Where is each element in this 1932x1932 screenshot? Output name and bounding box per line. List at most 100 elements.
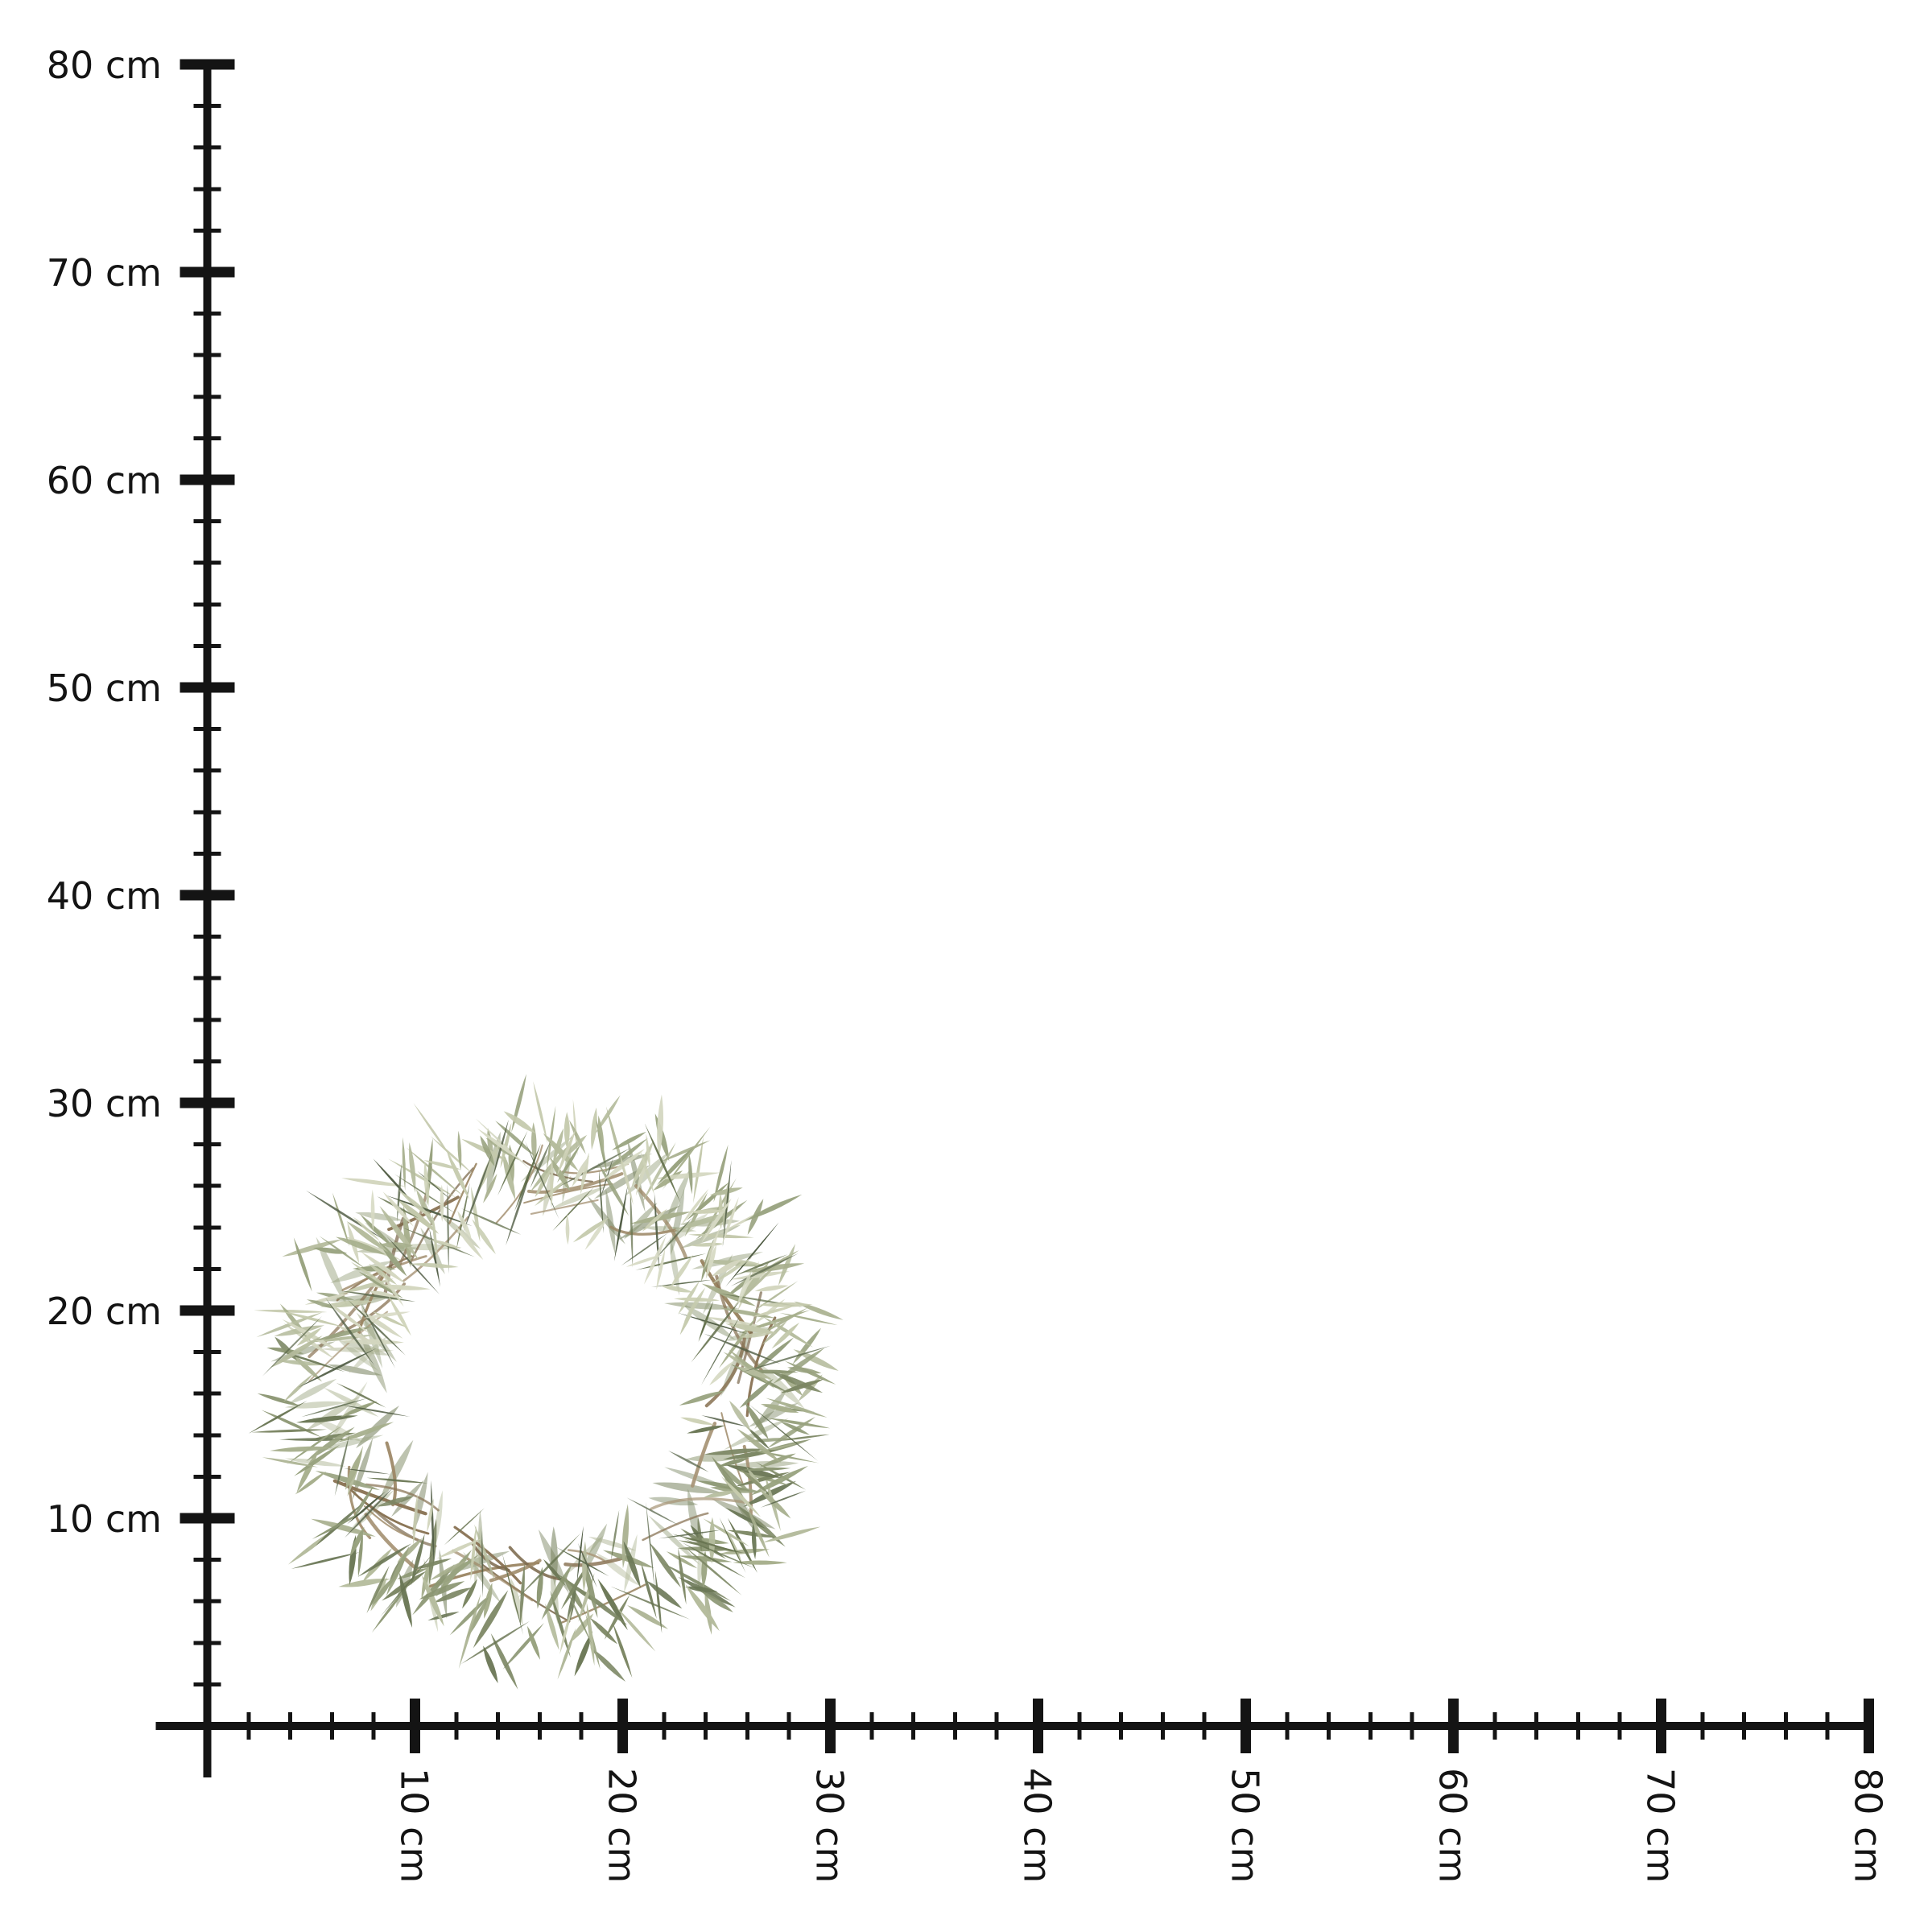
x-major-tick	[1656, 1699, 1666, 1753]
y-axis-tick-label: 20 cm	[47, 1290, 162, 1333]
y-minor-tick	[193, 1183, 221, 1188]
wreath-leaf	[460, 1208, 522, 1235]
wreath-leaf	[727, 1530, 743, 1565]
wreath-leaf	[336, 1422, 394, 1443]
y-minor-tick	[193, 1018, 221, 1022]
wreath-leaf	[766, 1397, 828, 1418]
y-minor-tick	[193, 1641, 221, 1645]
x-minor-tick	[1202, 1712, 1207, 1740]
wreath-leaf	[621, 1504, 630, 1569]
wreath-leaf	[312, 1510, 366, 1540]
x-minor-tick	[1285, 1712, 1290, 1740]
wreath-leaf	[720, 1307, 776, 1319]
wreath-leaf	[656, 1248, 666, 1290]
wreath-leaf	[577, 1587, 628, 1625]
x-minor-tick	[704, 1712, 708, 1740]
wreath-leaf	[780, 1421, 811, 1435]
wreath-leaf	[439, 1549, 448, 1619]
x-minor-tick	[911, 1712, 916, 1740]
wreath-leaf	[666, 1551, 698, 1569]
wreath-leaf	[291, 1552, 361, 1569]
wreath-leaf	[502, 1623, 544, 1670]
wreath-leaf	[261, 1410, 322, 1438]
wreath-leaf	[269, 1335, 323, 1368]
wreath-leaf	[704, 1448, 766, 1455]
wreath-leaf	[251, 1429, 328, 1433]
wreath-leaf	[721, 1196, 739, 1245]
wreath-leaf	[597, 1579, 628, 1631]
wreath-leaf	[712, 1257, 753, 1285]
wreath-leaf	[660, 1286, 693, 1293]
wreath-leaf	[565, 1214, 570, 1245]
y-minor-tick	[193, 1474, 221, 1479]
wreath-leaf	[396, 1198, 440, 1234]
wreath-leaf	[613, 1184, 628, 1262]
x-axis-tick-label: 50 cm	[1224, 1768, 1267, 1883]
wreath-leaf	[646, 1501, 655, 1591]
y-minor-tick	[193, 228, 221, 233]
wreath-twig	[530, 1199, 599, 1215]
x-minor-tick	[1492, 1712, 1497, 1740]
wreath-leaf	[456, 1182, 470, 1252]
x-minor-tick	[1825, 1712, 1830, 1740]
wreath-leaf	[287, 1426, 342, 1465]
wreath-leaf	[382, 1191, 414, 1227]
wreath-leaf	[751, 1305, 796, 1317]
wreath-leaf	[518, 1533, 581, 1599]
x-major-tick	[410, 1699, 420, 1753]
wreath-leaf	[432, 1554, 480, 1590]
wreath-leaf	[746, 1506, 770, 1558]
wreath-leaf	[740, 1331, 774, 1338]
x-major-tick	[825, 1699, 836, 1753]
x-minor-tick	[371, 1712, 376, 1740]
wreath-leaf	[749, 1465, 809, 1496]
wreath-leaf	[741, 1467, 791, 1472]
wreath-leaf	[460, 1620, 530, 1665]
wreath-twig	[650, 1497, 751, 1511]
wreath-leaf	[589, 1617, 618, 1645]
wreath-leaf	[766, 1418, 831, 1429]
y-minor-tick	[193, 394, 221, 399]
wreath-leaf	[388, 1158, 457, 1199]
wreath-leaf	[298, 1348, 377, 1388]
wreath-leaf	[342, 1402, 375, 1417]
wreath-leaf	[503, 1111, 536, 1133]
wreath-leaf	[427, 1612, 460, 1620]
wreath-leaf	[759, 1488, 791, 1519]
wreath-leaf	[417, 1170, 451, 1199]
wreath-leaf	[640, 1151, 654, 1195]
wreath-leaf	[630, 1212, 691, 1224]
y-major-tick	[180, 1097, 235, 1108]
x-axis-tick-label: 80 cm	[1847, 1768, 1890, 1883]
wreath-leaf	[541, 1563, 572, 1620]
wreath-leaf	[336, 1382, 386, 1408]
wreath-leaf	[483, 1173, 497, 1203]
wreath-leaf	[248, 1401, 308, 1434]
x-minor-tick	[662, 1712, 667, 1740]
wreath-leaf	[398, 1190, 435, 1220]
y-minor-tick	[193, 187, 221, 192]
wreath-leaf	[254, 1309, 328, 1313]
wreath-leaf	[722, 1159, 732, 1247]
wreath-leaf	[751, 1523, 757, 1560]
wreath-leaf	[423, 1161, 430, 1208]
wreath-leaf	[779, 1379, 824, 1393]
wreath-leaf	[433, 1587, 472, 1603]
wreath-leaf	[754, 1389, 787, 1430]
wreath-leaf	[377, 1496, 415, 1507]
wreath-leaf	[719, 1517, 746, 1573]
wreath-leaf	[412, 1563, 455, 1616]
y-minor-tick	[193, 312, 221, 316]
wreath-leaf	[361, 1252, 407, 1284]
y-minor-tick	[193, 935, 221, 939]
wreath-twig	[609, 1225, 677, 1236]
wreath-leaf	[704, 1490, 737, 1498]
wreath-leaf	[698, 1300, 714, 1342]
wreath-leaf	[388, 1295, 411, 1336]
wreath-leaf	[551, 1186, 608, 1209]
wreath-leaf	[413, 1103, 453, 1160]
wreath-leaf	[616, 1607, 656, 1652]
x-minor-tick	[329, 1712, 334, 1740]
y-minor-tick	[193, 1433, 221, 1438]
wreath-twig	[642, 1512, 709, 1542]
